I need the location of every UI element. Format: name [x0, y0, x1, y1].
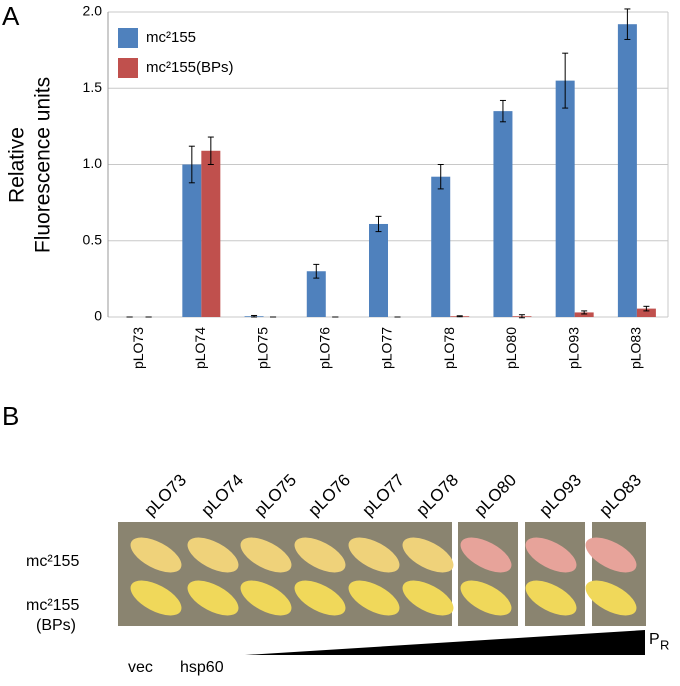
legend-label: mc²155(BPs) — [146, 59, 234, 76]
column-label: pLO73 — [141, 470, 191, 520]
bar — [636, 308, 656, 317]
column-label-text: pLO80 — [471, 470, 521, 520]
column-label-text: pLO74 — [198, 470, 248, 520]
x-tick: pLO77 — [379, 327, 395, 369]
column-label: pLO77 — [359, 470, 409, 520]
colony — [460, 537, 512, 573]
x-tick: pLO93 — [565, 327, 581, 369]
panel-label: A — [2, 1, 20, 31]
column-label: pLO93 — [536, 470, 586, 520]
promoter-label: P — [649, 631, 660, 648]
column-label-text: pLO75 — [251, 470, 301, 520]
y-tick-label: 0.5 — [83, 231, 103, 247]
x-tick-label: pLO73 — [130, 327, 146, 369]
bar — [182, 164, 202, 317]
promoter-label: vec — [128, 659, 153, 676]
colony — [130, 580, 182, 616]
legend-label: mc²155 — [146, 29, 196, 46]
x-tick-label: pLO83 — [628, 327, 644, 369]
x-tick: pLO76 — [316, 327, 332, 369]
y-tick-label: 0 — [94, 308, 102, 324]
bar — [369, 223, 388, 317]
colony — [187, 580, 239, 616]
bar — [306, 271, 326, 317]
row-label: mc²155 — [26, 553, 79, 570]
column-label: pLO83 — [596, 470, 646, 520]
x-tick: pLO73 — [130, 327, 146, 369]
colony — [240, 580, 292, 616]
x-tick-label: pLO80 — [503, 327, 519, 369]
bar — [574, 312, 594, 317]
y-tick-label: 1.0 — [83, 155, 103, 171]
promoter-label: R — [660, 637, 669, 652]
column-label-text: pLO78 — [413, 470, 463, 520]
bar — [555, 80, 575, 317]
column-label-text: pLO77 — [359, 470, 409, 520]
colony — [525, 537, 577, 573]
colony — [294, 537, 346, 573]
panel-label: B — [2, 401, 19, 431]
bar — [201, 150, 221, 317]
y-tick-label: 1.5 — [83, 79, 103, 95]
x-tick-label: pLO93 — [565, 327, 581, 369]
column-label-text: pLO83 — [596, 470, 646, 520]
x-tick-label: pLO74 — [192, 327, 208, 369]
x-tick: pLO75 — [254, 327, 270, 369]
legend-swatch — [118, 58, 138, 78]
column-label: pLO74 — [198, 470, 248, 520]
x-tick: pLO80 — [503, 327, 519, 369]
bar — [617, 24, 637, 317]
column-label-text: pLO73 — [141, 470, 191, 520]
colony — [402, 537, 454, 573]
x-tick-label: pLO77 — [379, 327, 395, 369]
colony — [240, 537, 292, 573]
colony — [585, 537, 637, 573]
y-tick-label: 2.0 — [83, 3, 103, 19]
colony — [585, 580, 637, 616]
x-tick: pLO83 — [628, 327, 644, 369]
colony — [348, 580, 400, 616]
column-label-text: pLO93 — [536, 470, 586, 520]
bar — [431, 176, 451, 317]
x-tick-label: pLO76 — [316, 327, 332, 369]
colony — [294, 580, 346, 616]
colony — [187, 537, 239, 573]
column-label: pLO78 — [413, 470, 463, 520]
x-tick: pLO78 — [441, 327, 457, 369]
column-label: pLO76 — [305, 470, 355, 520]
bar — [493, 111, 513, 317]
promoter-label: hsp60 — [180, 659, 224, 676]
column-label: pLO75 — [251, 470, 301, 520]
y-axis-label: Fluorescence units — [32, 77, 55, 253]
column-label: pLO80 — [471, 470, 521, 520]
y-axis-label: Relative — [6, 127, 29, 203]
legend-swatch — [118, 28, 138, 48]
colony — [460, 580, 512, 616]
gradient-wedge — [245, 630, 645, 655]
x-tick: pLO74 — [192, 327, 208, 369]
x-tick-label: pLO75 — [254, 327, 270, 369]
row-label: mc²155 — [26, 597, 79, 614]
column-label-text: pLO76 — [305, 470, 355, 520]
x-tick-label: pLO78 — [441, 327, 457, 369]
row-label: (BPs) — [36, 617, 76, 634]
colony — [525, 580, 577, 616]
colony — [402, 580, 454, 616]
colony — [348, 537, 400, 573]
colony — [130, 537, 182, 573]
